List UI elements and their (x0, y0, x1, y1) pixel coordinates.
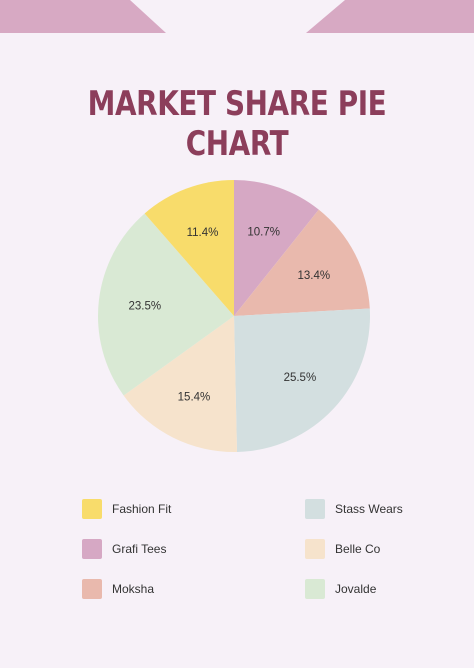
pie-slice-belle-co (123, 316, 237, 452)
pie-slice-grafi-tees (234, 180, 319, 316)
slice-label-belle-co: 15.4% (178, 391, 211, 403)
top-decoration (0, 0, 474, 33)
slice-label-stass-wears: 25.5% (284, 372, 317, 384)
top-left-ribbon (0, 0, 166, 33)
slice-label-moksha: 13.4% (297, 270, 330, 282)
pie-slice-jovalde (97, 213, 235, 396)
pie-slice-moksha (234, 209, 370, 316)
pie-slice-stass-wears (234, 308, 370, 452)
slice-label-jovalde: 23.5% (129, 301, 162, 313)
slice-label-fashion-fit: 11.4% (187, 227, 219, 239)
slice-label-grafi-tees: 10.7% (247, 226, 280, 238)
chart-title: MARKET SHARE PIE CHART (87, 84, 387, 164)
top-right-ribbon (306, 0, 474, 33)
pie-slice-fashion-fit (144, 180, 234, 316)
